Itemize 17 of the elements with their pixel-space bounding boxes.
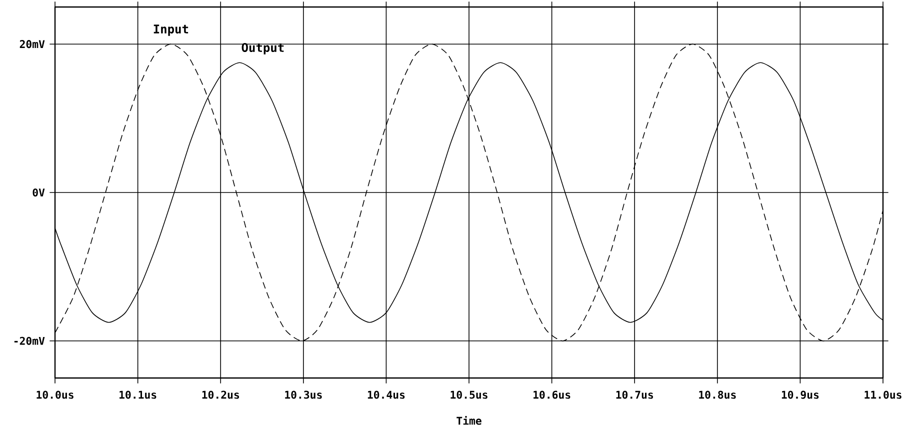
- x-tick-label: 10.0us: [36, 390, 74, 399]
- x-tick-label: 10.5us: [450, 390, 488, 399]
- x-tick-label: 11.0us: [864, 390, 902, 399]
- x-tick-label: 10.9us: [782, 390, 819, 399]
- x-tick-label: 10.2us: [202, 390, 240, 399]
- x-tick-label: 10.3us: [285, 390, 322, 399]
- y-tick-label: -20mV: [14, 336, 45, 345]
- x-tick-label: 10.1us: [120, 390, 156, 399]
- x-tick-label: 10.7us: [616, 390, 653, 399]
- x-tick-label: 10.6us: [534, 390, 570, 399]
- x-axis-title: Time: [456, 416, 482, 425]
- y-tick-label: 0V: [32, 188, 45, 197]
- series-label: Output: [242, 42, 284, 54]
- y-tick-label: 20mV: [20, 40, 45, 48]
- x-tick-label: 10.8us: [699, 390, 736, 399]
- x-tick-label: 10.4us: [368, 390, 405, 399]
- series-label: Input: [154, 24, 188, 36]
